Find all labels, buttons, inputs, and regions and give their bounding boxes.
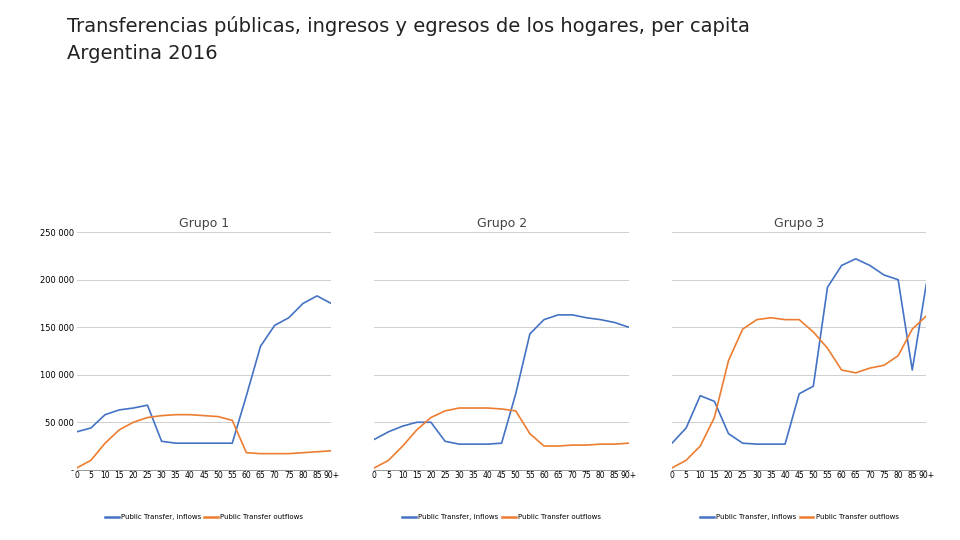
- Title: Grupo 2: Grupo 2: [476, 217, 527, 230]
- Legend: Public Transfer, inflows, Public Transfer outflows: Public Transfer, inflows, Public Transfe…: [399, 511, 604, 523]
- Legend: Public Transfer, inflows, Public Transfer outflows: Public Transfer, inflows, Public Transfe…: [102, 511, 306, 523]
- Title: Grupo 3: Grupo 3: [774, 217, 825, 230]
- Title: Grupo 1: Grupo 1: [179, 217, 229, 230]
- Text: Transferencias públicas, ingresos y egresos de los hogares, per capita
Argentina: Transferencias públicas, ingresos y egre…: [67, 16, 750, 63]
- Legend: Public Transfer, inflows, Public Transfer outflows: Public Transfer, inflows, Public Transfe…: [697, 511, 901, 523]
